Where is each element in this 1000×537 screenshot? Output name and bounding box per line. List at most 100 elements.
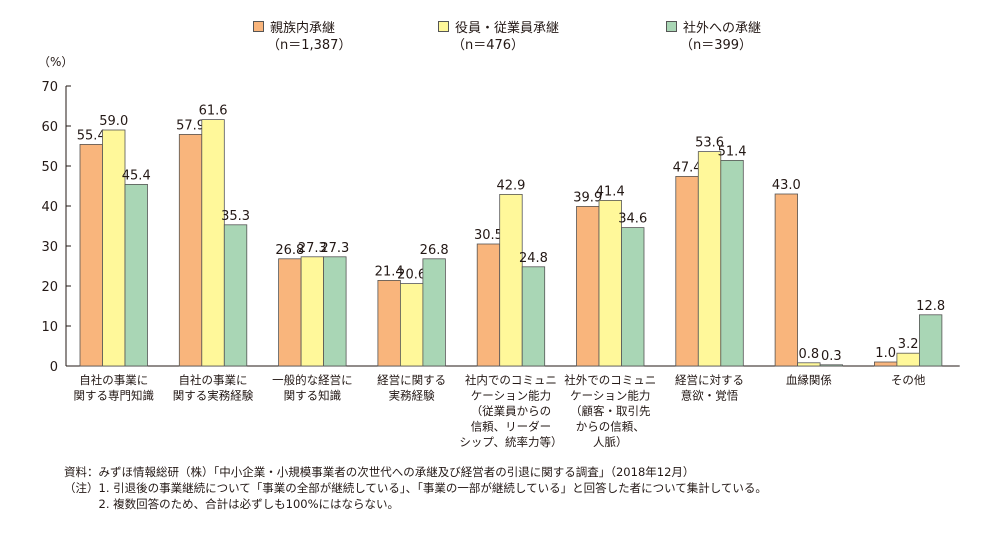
y-tick-label: 60 xyxy=(41,120,58,135)
data-label: 51.4 xyxy=(718,144,747,159)
data-label: 42.9 xyxy=(496,178,525,193)
bar xyxy=(774,193,798,367)
data-label: 61.6 xyxy=(199,104,228,119)
bar xyxy=(399,283,424,367)
category-label: （顧客・取引先 xyxy=(570,404,651,418)
data-label: 43.0 xyxy=(772,178,801,193)
category-label: 自社の事業に xyxy=(179,373,248,387)
legend-label: 役員・従業員承継 xyxy=(455,21,560,36)
category-label: 一般的な経営に xyxy=(272,373,353,387)
data-label: 27.3 xyxy=(320,241,349,256)
data-label: 24.8 xyxy=(519,251,548,266)
bar xyxy=(124,183,148,367)
legend-swatch xyxy=(666,21,677,32)
data-label: 39.9 xyxy=(573,190,602,205)
bar xyxy=(576,205,600,367)
bar xyxy=(521,266,546,367)
bar xyxy=(323,256,347,367)
legend-swatch xyxy=(253,21,264,32)
data-label: 1.0 xyxy=(875,346,896,361)
legend-item-family: 親族内承継 （n＝1,387） xyxy=(253,20,351,54)
bar xyxy=(223,224,248,367)
y-tick-label: 0 xyxy=(50,360,58,375)
bar xyxy=(697,151,722,367)
bar xyxy=(874,361,898,367)
data-label: 34.6 xyxy=(618,212,647,227)
data-label: 59.0 xyxy=(99,114,128,129)
y-tick-label: 10 xyxy=(41,320,58,335)
category-label: その他 xyxy=(891,373,926,387)
category-label: （従業員からの xyxy=(471,404,552,418)
data-label: 0.8 xyxy=(799,347,820,362)
bar xyxy=(201,119,225,367)
bar xyxy=(476,243,501,367)
bar xyxy=(896,352,920,367)
note-1: （注）1. 引退後の事業継続について「事業の全部が継続している」、「事業の一部が… xyxy=(64,481,767,495)
bar xyxy=(300,256,325,367)
data-label: 26.8 xyxy=(275,243,304,258)
legend-label: 親族内承継 xyxy=(270,21,336,36)
category-label: 関する専門知識 xyxy=(74,389,155,403)
data-label: 3.2 xyxy=(898,337,919,352)
data-label: 35.3 xyxy=(221,209,250,224)
y-axis-unit: （%） xyxy=(38,55,74,69)
category-label: 関する実務経験 xyxy=(173,389,254,403)
category-label: シップ、統率力等） xyxy=(459,435,562,449)
category-label: 経営に対する xyxy=(675,373,744,387)
y-tick-label: 40 xyxy=(41,200,58,215)
category-label: 社外でのコミュニ xyxy=(564,373,656,387)
data-label: 30.5 xyxy=(474,228,503,243)
note-2: 2. 複数回答のため、合計は必ずしも100%にはならない。 xyxy=(64,497,400,511)
data-label: 45.4 xyxy=(122,168,151,183)
legend-item-employee: 役員・従業員承継 （n＝476） xyxy=(438,20,559,54)
category-label: 意欲・覚悟 xyxy=(681,389,739,403)
bar xyxy=(720,159,744,367)
bar xyxy=(79,143,103,367)
y-tick-label: 30 xyxy=(41,240,58,255)
legend-item-external: 社外への承継 （n＝399） xyxy=(666,20,761,54)
legend-swatch xyxy=(438,21,449,32)
data-label: 47.4 xyxy=(673,160,702,175)
bar xyxy=(278,258,302,367)
data-label: 20.6 xyxy=(397,268,426,283)
data-label: 27.3 xyxy=(298,241,327,256)
category-label: 信頼、リーダー xyxy=(471,420,552,434)
bar xyxy=(422,258,446,367)
y-tick-label: 20 xyxy=(41,280,58,295)
bar xyxy=(178,133,203,367)
bar xyxy=(499,193,523,367)
data-label: 26.8 xyxy=(420,243,449,258)
legend-n: （n＝1,387） xyxy=(267,38,352,53)
legend-label: 社外への承継 xyxy=(683,21,762,36)
data-label: 21.4 xyxy=(375,264,404,279)
data-label: 55.4 xyxy=(77,128,106,143)
category-label: 社内でのコミュニ xyxy=(465,373,557,387)
category-label: ケーション能力 xyxy=(471,389,551,403)
data-label: 41.4 xyxy=(596,184,625,199)
data-label: 53.6 xyxy=(695,136,724,151)
category-label: 経営に関する xyxy=(377,373,446,387)
bar xyxy=(621,227,645,367)
bar xyxy=(819,364,843,367)
category-label: 関する知識 xyxy=(284,389,342,403)
data-label: 57.9 xyxy=(176,118,205,133)
legend-n: （n＝476） xyxy=(452,38,525,53)
bar xyxy=(377,279,401,367)
notes: 資料：みずほ情報総研（株）「中小企業・小規模事業者の次世代への承継及び経営者の引… xyxy=(64,464,767,512)
category-label: 実務経験 xyxy=(389,389,435,403)
bar xyxy=(102,129,126,367)
y-tick-label: 50 xyxy=(41,160,58,175)
y-tick-label: 70 xyxy=(41,80,58,95)
category-label: 血縁関係 xyxy=(786,373,832,387)
category-label: からの信頼、 xyxy=(576,420,645,434)
source-note: 資料：みずほ情報総研（株）「中小企業・小規模事業者の次世代への承継及び経営者の引… xyxy=(64,465,695,479)
bar xyxy=(675,175,699,367)
legend-n: （n＝399） xyxy=(680,38,753,53)
data-label: 0.3 xyxy=(821,349,842,364)
category-label: ケーション能力 xyxy=(570,389,650,403)
category-label: 自社の事業に xyxy=(79,373,148,387)
bar xyxy=(919,314,943,367)
bar xyxy=(797,362,821,367)
category-label: 人脈） xyxy=(593,435,628,449)
